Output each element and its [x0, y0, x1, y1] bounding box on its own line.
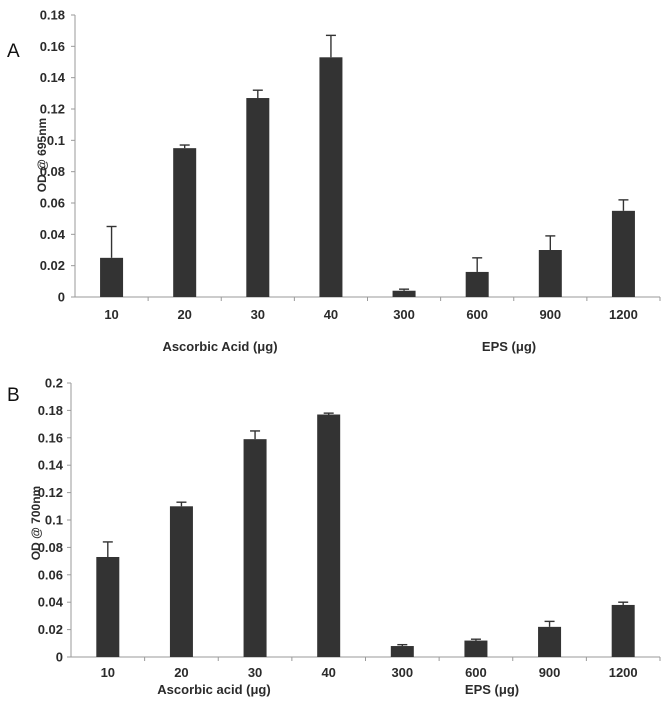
panel-a-bar-300 [392, 290, 416, 297]
panel-a-x-tick-label: 10 [104, 307, 118, 322]
panel-b-error-bar-20 [176, 501, 187, 507]
panel-b-bar-600 [464, 640, 488, 657]
panel-a-label: A [7, 41, 20, 62]
panel-b-bar-10 [96, 556, 120, 657]
panel-a-y-tick-label: 0.06 [40, 196, 65, 211]
panel-b-error-bar-600 [470, 638, 481, 641]
panel-a-y-tick-label: 0.16 [40, 39, 65, 54]
panel-a-error-bar-10 [106, 225, 117, 258]
panel-b-label: B [7, 385, 20, 406]
panel-a-error-bar-900 [545, 235, 556, 250]
panel-b-x-tick-label: 40 [321, 665, 335, 680]
panel-b-group-label-ascorbic: Ascorbic acid (μg) [157, 682, 270, 697]
panel-b-y-tick-label: 0.14 [38, 458, 64, 473]
panel-a-x-tick-label: 40 [324, 307, 338, 322]
panel-a-group-label-ascorbic: Ascorbic Acid (μg) [162, 339, 277, 354]
panel-b-x-tick-label: 1200 [609, 665, 638, 680]
panel-b-error-bar-900 [544, 620, 555, 627]
panel-a-x-tick-label: 600 [466, 307, 488, 322]
panel-a-y-tick-label: 0.1 [47, 133, 65, 148]
panel-b-y-tick-label: 0.2 [45, 376, 63, 391]
panel-b-bar-40 [317, 414, 341, 657]
panel-a-x-tick-label: 30 [251, 307, 265, 322]
panel-a-x-ticks: 10 20 30 40 300 600 900 1200 [104, 297, 661, 322]
panel-b-bar-1200 [611, 604, 635, 657]
panel-b-x-tick-label: 900 [539, 665, 561, 680]
panel-a-group-label-eps: EPS (μg) [482, 339, 536, 354]
panel-a-y-tick-label: 0 [58, 290, 65, 305]
panel-b-error-bar-1200 [618, 601, 629, 605]
panel-b-error-bar-40 [323, 412, 334, 415]
panel-b-group-label-eps: EPS (μg) [465, 682, 519, 697]
panel-a-x-tick-label: 300 [393, 307, 415, 322]
panel-b-x-tick-label: 300 [391, 665, 413, 680]
panel-b-y-tick-label: 0.06 [38, 567, 63, 582]
panel-b-x-ticks: 10 20 30 40 300 600 900 1200 [101, 657, 661, 680]
panel-a-bar-1200 [611, 210, 635, 297]
panel-b-y-ticks: 0 0.02 0.04 0.06 0.08 0.1 0.12 0.14 0.16 0.18 0.2 [38, 376, 71, 665]
panel-a-bar-10 [100, 257, 124, 297]
panel-a-error-bar-20 [179, 144, 190, 149]
panel-b-y-tick-label: 0.18 [38, 403, 63, 418]
panel-a-bar-30 [246, 98, 270, 298]
panel-a-y-tick-label: 0.02 [40, 258, 65, 273]
panel-a-y-tick-label: 0.12 [40, 102, 65, 117]
panel-a-x-tick-label: 20 [177, 307, 191, 322]
panel-a-error-bar-40 [325, 34, 336, 58]
panel-b-bar-300 [390, 646, 414, 657]
panel-a-error-bar-600 [472, 257, 483, 272]
panel-b-y-tick-label: 0.1 [45, 513, 63, 528]
panel-b-error-bar-10 [102, 541, 113, 557]
panel-a-y-axis-title: OD @ 695nm [35, 118, 49, 192]
panel-b-x-tick-label: 10 [101, 665, 115, 680]
panel-a-bar-40 [319, 57, 343, 297]
panel-b-bar-20 [169, 506, 193, 657]
panel-b-y-tick-label: 0.12 [38, 485, 63, 500]
panel-a-error-bar-1200 [618, 199, 629, 211]
panel-b-bar-30 [243, 439, 267, 657]
panel-a-chart: A OD @ 695nm 0 0.02 0.04 0.06 0.08 0.1 0.12 0.1… [7, 8, 661, 354]
panel-a-bar-900 [538, 250, 562, 297]
panel-b-y-tick-label: 0 [56, 650, 63, 665]
panel-b-y-tick-label: 0.04 [38, 595, 64, 610]
panel-b-x-tick-label: 600 [465, 665, 487, 680]
panel-a-y-tick-label: 0.14 [40, 70, 66, 85]
panel-b-x-tick-label: 20 [174, 665, 188, 680]
panel-b-y-tick-label: 0.08 [38, 540, 63, 555]
panel-a-y-tick-label: 0.18 [40, 8, 65, 23]
panel-b-y-tick-label: 0.16 [38, 430, 63, 445]
panel-a-bars [100, 34, 635, 298]
panel-a-error-bar-30 [252, 89, 263, 99]
panel-a-y-ticks: 0 0.02 0.04 0.06 0.08 0.1 0.12 0.14 0.16 0.18 [40, 8, 75, 305]
panel-b-chart: B OD @ 700nm 0 0.02 0.04 0.06 0.08 0.1 0.12 0.1… [7, 376, 661, 697]
panel-a-bar-600 [465, 271, 489, 297]
panel-b-error-bar-30 [250, 430, 261, 440]
panel-a-bar-20 [173, 148, 197, 297]
panel-b-x-tick-label: 30 [248, 665, 262, 680]
panel-b-bar-900 [538, 626, 562, 657]
panel-b-y-axis-title: OD @ 700nm [29, 486, 43, 560]
panel-a-x-tick-label: 1200 [609, 307, 638, 322]
panel-b-error-bar-300 [397, 643, 408, 647]
panel-a-y-tick-label: 0.08 [40, 164, 65, 179]
panel-a-error-bar-300 [399, 288, 410, 291]
panel-a-x-tick-label: 900 [539, 307, 561, 322]
panel-b-y-tick-label: 0.02 [38, 622, 63, 637]
panel-b-bars [96, 412, 635, 657]
panel-a-y-tick-label: 0.04 [40, 227, 66, 242]
